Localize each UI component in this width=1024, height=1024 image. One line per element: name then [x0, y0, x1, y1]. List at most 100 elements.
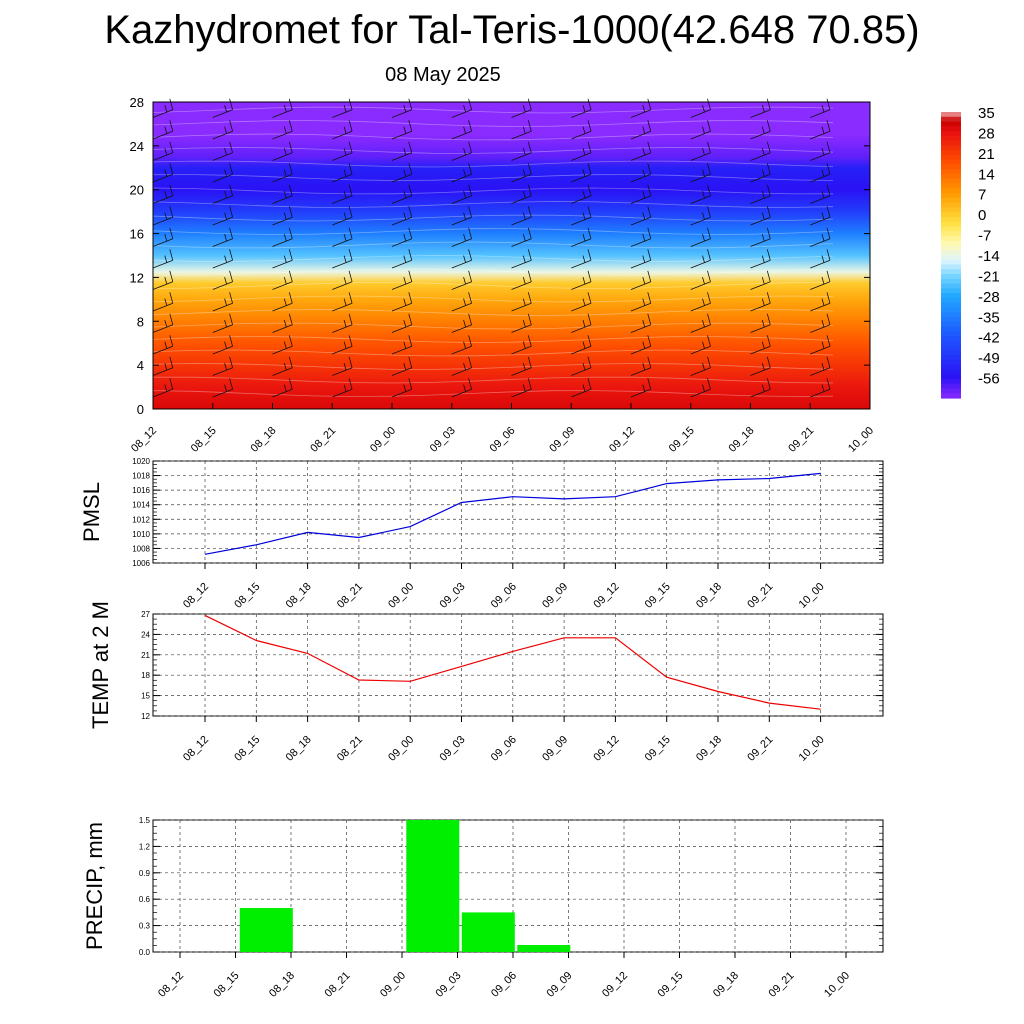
wind-barb: [690, 163, 711, 183]
temp-panel-y-tick-label: 24: [141, 630, 150, 639]
colorbar-segment: [941, 355, 961, 361]
contour-line: [152, 282, 834, 289]
precip-panel-y-tick-label: 1.2: [139, 842, 151, 851]
temp-series-line: [204, 614, 821, 710]
temp-panel: 12 15 18 21 24 27 08_12 08_15 08_18 08_21 09_00 09_…: [88, 601, 884, 764]
contour-line: [152, 309, 834, 316]
precip-panel-x-tick-label: 09_09: [545, 970, 575, 1000]
precip-panel-x-tick-label: 09_21: [767, 970, 797, 1000]
wind-barb: [212, 163, 233, 183]
wind-barb: [152, 292, 174, 312]
wind-barb: [451, 335, 472, 355]
contour-line: [152, 201, 834, 208]
wind-barb: [750, 270, 771, 290]
wind-barb: [152, 227, 174, 247]
temp-panel-x-tick-label: 09_03: [438, 734, 468, 764]
colorbar-segment: [941, 364, 961, 370]
colorbar-segment: [941, 154, 961, 161]
wind-barb: [750, 206, 771, 226]
wind-barb: [571, 378, 592, 398]
wind-barb: [451, 184, 472, 204]
wind-barb: [810, 378, 831, 398]
wind-barb: [810, 227, 831, 247]
colorbar-segment: [941, 393, 961, 399]
precip-panel-y-tick-label: 1.5: [139, 816, 151, 825]
colorbar-segment: [941, 145, 961, 151]
heatmap-y-tick-label: 4: [137, 358, 144, 373]
wind-barb: [571, 206, 592, 226]
wind-barb: [391, 249, 413, 269]
contour-line: [152, 228, 834, 235]
wind-barb: [571, 227, 592, 247]
temp-panel-x-tick-label: 09_06: [489, 734, 519, 764]
precip-panel-x-tick-label: 09_06: [489, 970, 519, 1000]
contour-line: [152, 255, 834, 262]
contour-line: [152, 187, 834, 195]
colorbar-segment: [941, 378, 961, 385]
colorbar-segment: [941, 197, 961, 204]
wind-barb: [690, 378, 711, 398]
wind-barb: [451, 163, 472, 183]
heatmap-x-tick-label: 10_00: [846, 425, 876, 455]
wind-barb: [571, 120, 592, 140]
wind-barb: [630, 227, 652, 247]
colorbar-segment: [941, 388, 961, 394]
colorbar-segment: [941, 169, 961, 175]
colorbar-label: -21: [978, 268, 1000, 285]
pmsl-panel-x-tick-label: 08_12: [181, 581, 211, 611]
colorbar-segment: [941, 226, 961, 232]
colorbar-label: -28: [978, 289, 1000, 306]
wind-barb: [571, 249, 592, 269]
wind-barb: [630, 313, 652, 333]
wind-barb: [212, 206, 233, 226]
wind-barb: [272, 335, 293, 355]
contour-line: [152, 376, 834, 384]
colorbar-label: -49: [978, 350, 1000, 367]
wind-barb: [750, 378, 771, 398]
wind-barb: [391, 356, 413, 376]
wind-barb: [511, 335, 532, 355]
wind-barb: [511, 378, 532, 398]
wind-barb: [690, 141, 711, 161]
wind-barb: [630, 292, 652, 312]
heatmap-y-tick-label: 16: [130, 227, 144, 242]
temp-panel-y-tick-label: 27: [141, 610, 150, 619]
wind-barb: [690, 270, 711, 290]
wind-barb: [152, 335, 174, 355]
wind-barb: [630, 120, 652, 140]
temp-panel-x-tick-label: 08_18: [284, 734, 314, 764]
colorbar-segment: [941, 326, 961, 332]
colorbar-segment: [941, 331, 961, 337]
colorbar-segment: [941, 288, 961, 294]
temp-panel-y-tick-label: 21: [141, 651, 150, 660]
colorbar-label: -35: [978, 309, 1000, 326]
colorbar-label: 28: [978, 125, 995, 142]
temp-panel-x-tick-label: 09_12: [591, 734, 621, 764]
pmsl-series-line: [204, 472, 821, 555]
wind-barb: [332, 163, 353, 183]
heatmap-x-tick-label: 09_03: [428, 425, 458, 455]
temp-panel-x-tick-label: 09_21: [745, 734, 775, 764]
heatmap-y-tick-label: 20: [130, 183, 144, 198]
pmsl-panel-x-tick-label: 09_18: [694, 581, 724, 611]
wind-barb: [391, 227, 413, 247]
wind-barb: [212, 249, 233, 269]
pmsl-panel: 1006 1008 1010 1012 1014 1016 1018 1020 08_12 08_…: [79, 457, 884, 611]
wind-barb: [451, 249, 472, 269]
heatmap-x-tick-label: 09_21: [786, 425, 816, 455]
wind-barb: [212, 98, 233, 118]
pmsl-panel-y-tick-label: 1014: [132, 501, 150, 510]
contour-line: [152, 268, 834, 276]
wind-barb: [511, 184, 532, 204]
wind-barb: [690, 292, 711, 312]
colorbar-segment: [941, 202, 961, 208]
wind-barb: [451, 120, 472, 140]
colorbar-segment: [941, 350, 961, 356]
wind-barb: [690, 356, 711, 376]
wind-barb: [391, 98, 413, 118]
contour-line: [152, 241, 834, 249]
colorbar-segment: [941, 359, 961, 366]
colorbar-segment: [941, 283, 961, 289]
chart-title: Kazhydromet for Tal-Teris-1000(42.648 70…: [104, 8, 920, 52]
wind-barb: [810, 120, 831, 140]
